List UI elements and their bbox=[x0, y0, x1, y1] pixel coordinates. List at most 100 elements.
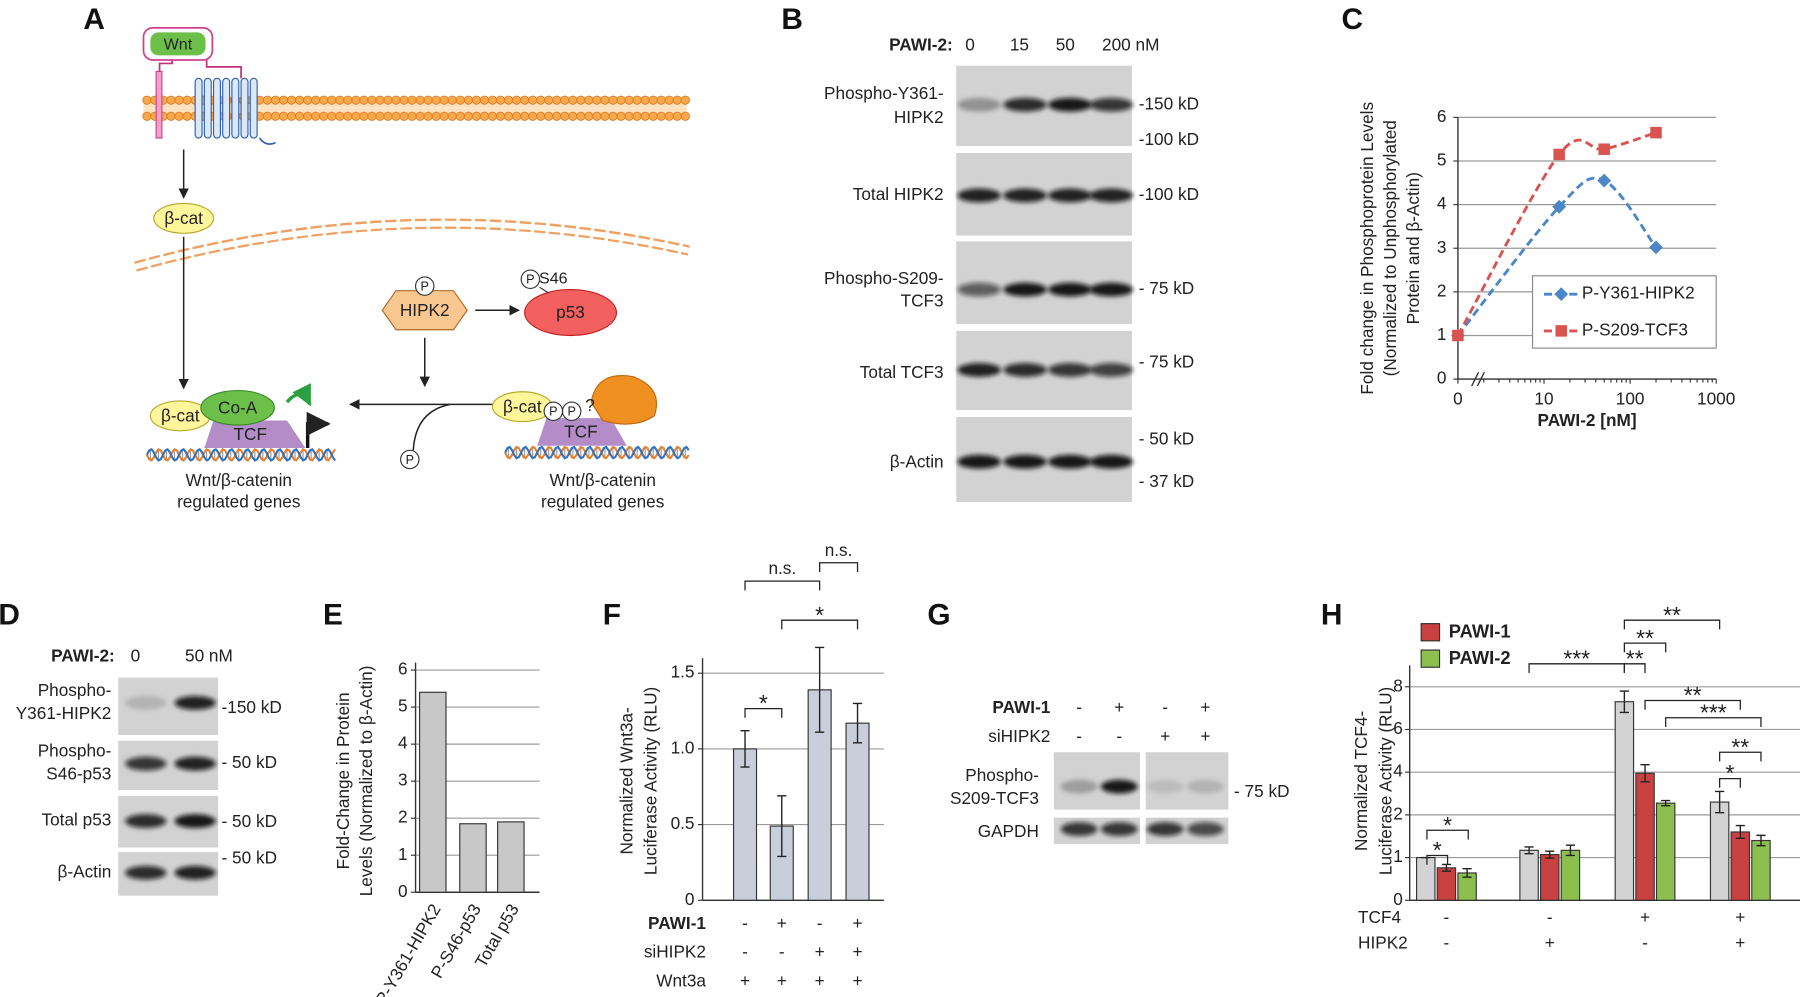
annotation: *** bbox=[1700, 699, 1727, 725]
bar bbox=[459, 823, 487, 893]
lipid bbox=[568, 111, 578, 121]
error-bar bbox=[740, 730, 750, 768]
receptor-tail bbox=[258, 137, 276, 145]
y-tick-label: 0.5 bbox=[671, 813, 695, 833]
blot bbox=[956, 241, 1132, 325]
lipid bbox=[592, 111, 602, 121]
lipid bbox=[391, 111, 401, 121]
lipid bbox=[383, 95, 393, 105]
dna bbox=[146, 447, 337, 462]
membrane-core bbox=[143, 101, 687, 116]
label: + bbox=[1200, 726, 1210, 746]
lipid bbox=[407, 95, 417, 105]
wnt bbox=[150, 32, 206, 56]
condition-value: - bbox=[1444, 907, 1450, 927]
helix bbox=[222, 77, 231, 139]
label: - 50 kD bbox=[1139, 429, 1194, 449]
label: Phospho- bbox=[38, 680, 112, 700]
panel-letter: E bbox=[323, 599, 343, 632]
label: - 75 kD bbox=[1234, 781, 1289, 801]
lipid bbox=[600, 95, 610, 105]
lipid bbox=[520, 111, 530, 121]
label: - 37 kD bbox=[1139, 471, 1194, 491]
lipid bbox=[672, 111, 682, 121]
tcf bbox=[204, 420, 306, 448]
error-bar bbox=[1756, 834, 1766, 847]
condition-value: - bbox=[742, 913, 748, 933]
lipid bbox=[375, 95, 385, 105]
legend-marker bbox=[1555, 325, 1567, 337]
lipid bbox=[367, 111, 377, 121]
lipid bbox=[648, 111, 658, 121]
y-tick-label: 0 bbox=[398, 881, 408, 901]
lipid bbox=[182, 111, 192, 121]
lipid bbox=[447, 95, 457, 105]
label: Wnt/β-catenin bbox=[186, 470, 292, 490]
error-bar bbox=[777, 795, 787, 858]
y-tick-label: 0 bbox=[1393, 889, 1403, 909]
lipid bbox=[528, 95, 538, 105]
lipid bbox=[600, 111, 610, 121]
label: PAWI-1 bbox=[992, 697, 1050, 717]
error-bar bbox=[1715, 790, 1725, 814]
lipid bbox=[503, 111, 514, 121]
label: + bbox=[1200, 697, 1210, 717]
bar bbox=[845, 722, 870, 901]
band bbox=[1089, 363, 1134, 377]
condition-label: siHIPK2 bbox=[644, 942, 706, 962]
lipid bbox=[471, 95, 481, 105]
band bbox=[1048, 282, 1092, 297]
lipid bbox=[632, 95, 642, 105]
y-tick-label: 6 bbox=[1393, 718, 1403, 738]
lipid bbox=[560, 111, 570, 121]
point bbox=[1552, 199, 1567, 214]
lipid bbox=[359, 95, 369, 105]
lipid bbox=[632, 111, 642, 121]
lipid bbox=[439, 111, 449, 121]
lipid bbox=[680, 95, 690, 105]
band bbox=[1060, 779, 1098, 794]
lipid bbox=[303, 95, 313, 105]
lipid bbox=[174, 95, 184, 105]
label: - bbox=[1116, 726, 1122, 746]
y-tick-label: 1.0 bbox=[671, 737, 695, 757]
error-bar bbox=[1524, 846, 1534, 855]
lipid bbox=[495, 95, 506, 105]
label: β-Actin bbox=[57, 861, 111, 881]
condition-value: - bbox=[742, 942, 748, 962]
band bbox=[1100, 822, 1138, 836]
lipid bbox=[415, 95, 425, 105]
bar bbox=[1751, 839, 1771, 901]
lipid bbox=[463, 111, 473, 121]
lipid bbox=[319, 111, 329, 121]
green-arrow bbox=[285, 383, 312, 407]
lipid bbox=[286, 111, 297, 121]
significance-bracket bbox=[1426, 829, 1469, 840]
y-tick-label: 3 bbox=[1437, 237, 1447, 257]
series-line bbox=[1456, 176, 1658, 337]
y-tick-label: 4 bbox=[1393, 761, 1403, 781]
lipid bbox=[479, 95, 490, 105]
label: Phospho- bbox=[965, 765, 1039, 785]
significance-bracket bbox=[1623, 619, 1721, 630]
band bbox=[1089, 282, 1134, 297]
error-bar bbox=[1640, 764, 1650, 783]
lipid bbox=[544, 111, 554, 121]
lipid bbox=[270, 95, 281, 105]
significance-bracket bbox=[744, 580, 821, 591]
annotation: n.s. bbox=[825, 540, 853, 560]
y-axis-label: Protein and β-Actin) bbox=[1403, 172, 1423, 324]
annotation: * bbox=[815, 602, 824, 628]
y-axis-label: Luciferase Activity (RLU) bbox=[1375, 687, 1395, 875]
lipid bbox=[640, 95, 650, 105]
y-tick-label: 2 bbox=[398, 807, 408, 827]
lipid bbox=[536, 111, 546, 121]
y-tick-label: 1 bbox=[1437, 324, 1447, 344]
x-tick-label: 100 bbox=[1616, 388, 1645, 408]
error-bar bbox=[1545, 850, 1555, 859]
lipid bbox=[672, 95, 682, 105]
lipid bbox=[351, 111, 361, 121]
lipid bbox=[431, 95, 441, 105]
label: S46 bbox=[539, 269, 568, 287]
y-tick-label: 4 bbox=[398, 733, 408, 753]
